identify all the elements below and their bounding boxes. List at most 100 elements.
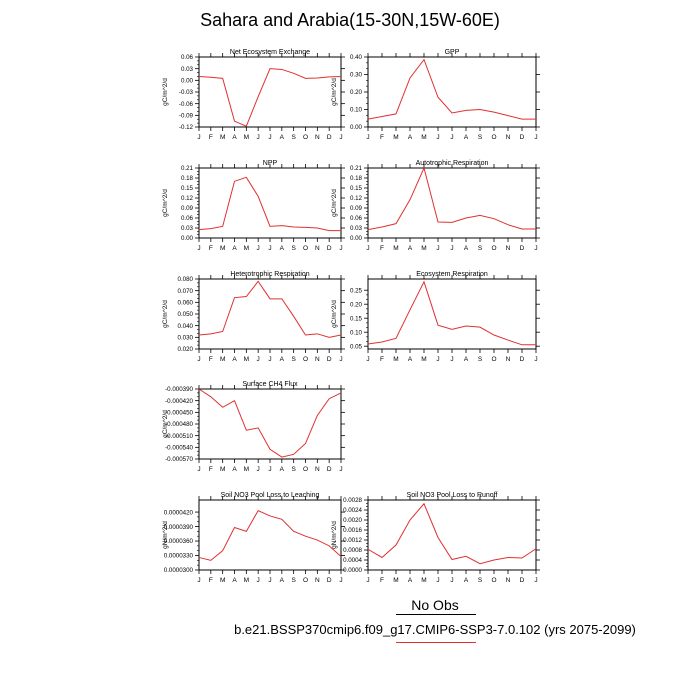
y-tick-label: 0.0020 bbox=[343, 517, 362, 524]
x-tick-label: M bbox=[220, 134, 225, 141]
x-tick-label: J bbox=[339, 356, 342, 363]
y-tick-label: 0.0012 bbox=[343, 537, 362, 544]
x-tick-label: S bbox=[478, 134, 483, 141]
x-tick-label: O bbox=[491, 134, 496, 141]
x-tick-label: M bbox=[244, 134, 249, 141]
x-tick-label: J bbox=[366, 356, 369, 363]
x-tick-label: J bbox=[257, 245, 260, 252]
x-tick-label: J bbox=[197, 466, 200, 473]
x-tick-label: A bbox=[280, 245, 285, 252]
y-tick-label: 0.10 bbox=[350, 329, 363, 336]
y-tick-label: 0.00 bbox=[181, 235, 194, 242]
x-tick-label: F bbox=[380, 356, 384, 363]
y-axis-label: gC/m^2/d bbox=[331, 78, 338, 106]
x-tick-label: J bbox=[450, 577, 453, 584]
y-tick-label: 0.0000420 bbox=[164, 509, 194, 516]
x-tick-label: A bbox=[280, 466, 285, 473]
x-tick-label: J bbox=[436, 134, 439, 141]
x-tick-label: F bbox=[209, 466, 213, 473]
x-tick-label: A bbox=[464, 245, 469, 252]
x-tick-label: A bbox=[464, 356, 469, 363]
x-tick-label: D bbox=[520, 245, 525, 252]
x-tick-label: M bbox=[220, 466, 225, 473]
y-tick-label: 0.06 bbox=[181, 215, 194, 222]
x-tick-label: J bbox=[366, 245, 369, 252]
y-tick-label: 0.18 bbox=[350, 175, 363, 182]
x-tick-label: J bbox=[257, 577, 260, 584]
series-line bbox=[198, 388, 342, 458]
x-tick-label: M bbox=[244, 577, 249, 584]
y-tick-label: 0.06 bbox=[181, 54, 194, 61]
panel-title: Autotrophic Respiration bbox=[416, 160, 489, 167]
x-tick-label: A bbox=[280, 356, 285, 363]
x-tick-label: O bbox=[491, 356, 496, 363]
x-tick-label: M bbox=[421, 134, 426, 141]
x-tick-label: A bbox=[408, 134, 413, 141]
x-tick-label: D bbox=[327, 356, 332, 363]
x-tick-label: J bbox=[339, 134, 342, 141]
plot-frame bbox=[198, 499, 342, 571]
x-tick-label: M bbox=[220, 577, 225, 584]
y-tick-label: 0.20 bbox=[350, 301, 363, 308]
series-line bbox=[367, 58, 536, 120]
x-tick-label: S bbox=[478, 356, 483, 363]
y-tick-label: -0.000390 bbox=[165, 386, 193, 393]
y-axis-label: gC/m^2/d bbox=[162, 300, 169, 328]
x-tick-label: M bbox=[220, 356, 225, 363]
x-tick-label: O bbox=[491, 245, 496, 252]
x-tick-label: S bbox=[291, 134, 296, 141]
series-line bbox=[198, 176, 341, 232]
x-tick-label: J bbox=[257, 134, 260, 141]
x-tick-label: D bbox=[327, 245, 332, 252]
x-tick-label: J bbox=[339, 245, 342, 252]
x-tick-label: J bbox=[436, 356, 439, 363]
x-tick-label: O bbox=[303, 577, 308, 584]
y-tick-label: 0.0008 bbox=[343, 547, 362, 554]
x-tick-label: M bbox=[393, 577, 398, 584]
plot-frame bbox=[198, 56, 342, 128]
x-tick-label: N bbox=[506, 134, 511, 141]
x-tick-label: D bbox=[327, 134, 332, 141]
y-tick-label: -0.000510 bbox=[165, 433, 193, 440]
y-axis-label: gC/m^2/d bbox=[331, 189, 338, 217]
y-tick-label: -0.000540 bbox=[165, 445, 193, 452]
legend-divider bbox=[396, 614, 476, 615]
series-line bbox=[367, 280, 536, 346]
x-tick-label: S bbox=[478, 245, 483, 252]
x-tick-label: M bbox=[421, 577, 426, 584]
x-tick-label: D bbox=[520, 577, 525, 584]
x-tick-label: M bbox=[244, 356, 249, 363]
x-tick-label: O bbox=[303, 245, 308, 252]
x-tick-label: J bbox=[268, 466, 271, 473]
x-tick-label: S bbox=[291, 466, 296, 473]
series-line bbox=[198, 509, 342, 561]
x-tick-label: J bbox=[450, 245, 453, 252]
x-tick-label: J bbox=[268, 356, 271, 363]
y-tick-label: 0.0024 bbox=[343, 507, 362, 514]
panel-title: NPP bbox=[263, 160, 278, 167]
x-tick-label: O bbox=[303, 134, 308, 141]
y-tick-label: 0.070 bbox=[178, 288, 194, 295]
y-axis-label: gC/m^2/d bbox=[162, 78, 169, 106]
y-tick-label: 0.0000 bbox=[343, 567, 362, 574]
x-tick-label: J bbox=[197, 356, 200, 363]
plot-frame bbox=[198, 167, 342, 239]
y-tick-label: 0.12 bbox=[350, 195, 363, 202]
y-tick-label: 0.21 bbox=[181, 165, 194, 172]
y-tick-label: 0.09 bbox=[350, 205, 363, 212]
x-tick-label: D bbox=[327, 466, 332, 473]
x-tick-label: J bbox=[436, 245, 439, 252]
y-tick-label: 0.00 bbox=[181, 78, 194, 85]
panel-title: Soil NO3 Pool Loss to Leaching bbox=[221, 492, 320, 499]
x-tick-label: J bbox=[436, 577, 439, 584]
y-tick-label: 0.050 bbox=[178, 311, 194, 318]
x-tick-label: M bbox=[393, 134, 398, 141]
x-tick-label: S bbox=[291, 577, 296, 584]
y-tick-label: 0.05 bbox=[350, 343, 363, 350]
x-tick-label: N bbox=[315, 466, 320, 473]
plot-frame bbox=[367, 278, 537, 350]
x-tick-label: A bbox=[464, 134, 469, 141]
x-tick-label: A bbox=[408, 245, 413, 252]
panel-title: Surface CH4 Flux bbox=[242, 381, 298, 388]
x-tick-label: F bbox=[209, 245, 213, 252]
